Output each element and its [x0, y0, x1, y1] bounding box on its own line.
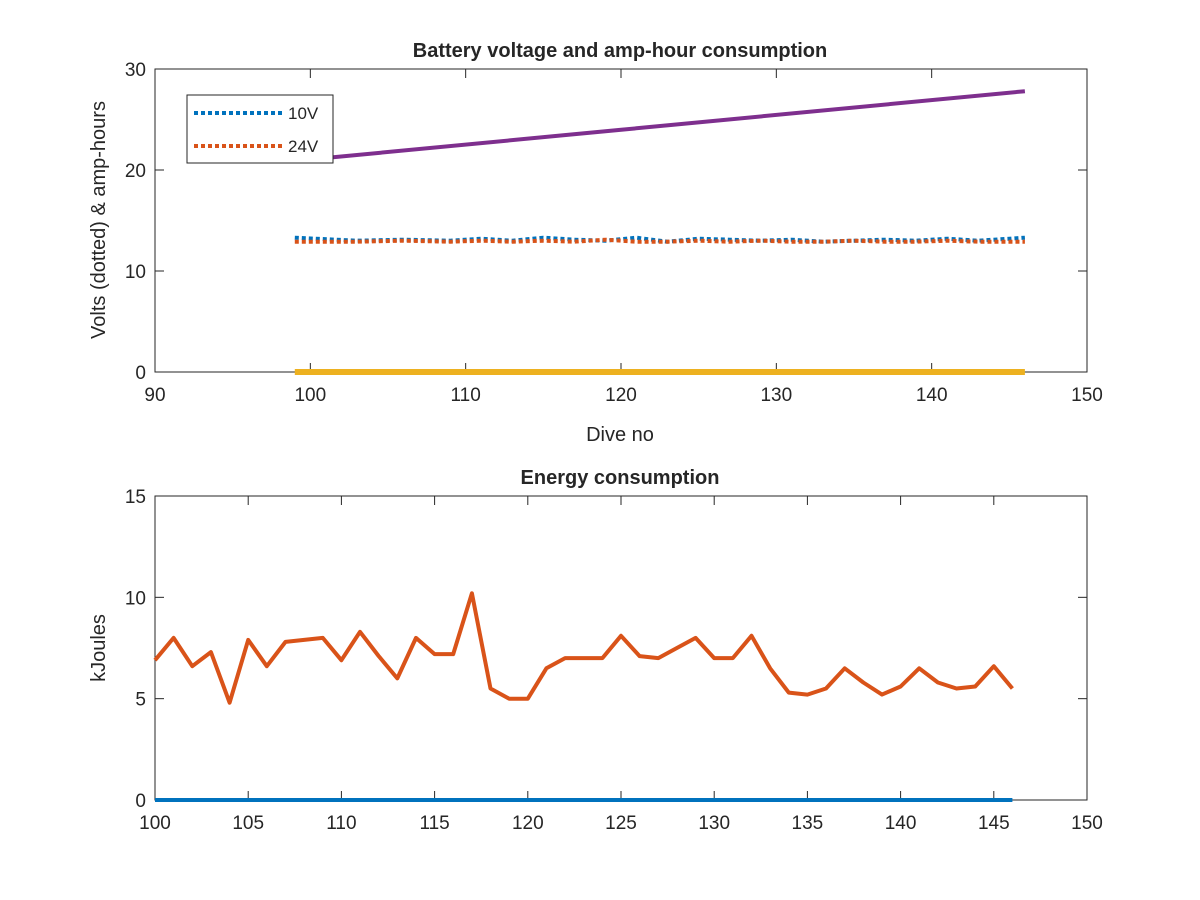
- x-tick-label: 115: [419, 813, 449, 834]
- legend-label-10v: 10V: [288, 104, 319, 123]
- axis-ticks: 90 100 110 120 130 140 150 0 10 20 30: [125, 60, 1103, 406]
- x-tick-label: 140: [916, 385, 948, 406]
- series-line-0: [153, 591, 1014, 705]
- chart-title: Energy consumption: [521, 467, 720, 489]
- x-tick-label: 130: [698, 813, 730, 834]
- x-tick-label: 125: [605, 813, 637, 834]
- series-line-1: [294, 237, 1025, 244]
- y-tick-label: 10: [125, 262, 146, 283]
- y-tick-label: 15: [125, 487, 146, 508]
- y-tick-label: 5: [135, 690, 146, 711]
- y-tick-label: 30: [125, 60, 146, 81]
- axis-ticks: 100 105 110 115 120 125 130 135 140 145 150 0 5 10 15: [125, 487, 1103, 834]
- x-tick-label: 90: [144, 385, 165, 406]
- x-tick-label: 140: [885, 813, 917, 834]
- x-tick-label: 150: [1071, 385, 1103, 406]
- y-tick-label: 20: [125, 161, 146, 182]
- series-group: [294, 89, 1026, 375]
- legend-label-24v: 24V: [288, 137, 319, 156]
- x-tick-label: 110: [326, 813, 356, 834]
- x-tick-label: 100: [139, 813, 171, 834]
- x-tick-label: 145: [978, 813, 1010, 834]
- y-tick-label: 0: [135, 363, 146, 384]
- x-axis-label: Dive no: [586, 424, 654, 446]
- plot-area: [154, 495, 1088, 801]
- x-tick-label: 120: [605, 385, 637, 406]
- voltage-chart: Battery voltage and amp-hour consumption…: [88, 40, 1103, 446]
- energy-chart: Energy consumption 100 105 110 115 120 125 130…: [88, 467, 1103, 834]
- x-tick-label: 105: [232, 813, 264, 834]
- series-group: [153, 591, 1014, 802]
- y-axis-label: kJoules: [88, 614, 110, 682]
- y-axis-label: Volts (dotted) & amp-hours: [88, 101, 110, 339]
- legend-box: [186, 94, 334, 164]
- legend: 10V 24V: [186, 94, 334, 164]
- series-line-2: [294, 89, 1026, 163]
- x-tick-label: 135: [792, 813, 824, 834]
- x-tick-label: 100: [294, 385, 326, 406]
- chart-title: Battery voltage and amp-hour consumption: [413, 40, 827, 62]
- x-tick-label: 120: [512, 813, 544, 834]
- x-tick-label: 150: [1071, 813, 1103, 834]
- x-tick-label: 130: [760, 385, 792, 406]
- x-tick-label: 110: [451, 385, 481, 406]
- y-tick-label: 0: [135, 791, 146, 812]
- y-tick-label: 10: [125, 588, 146, 609]
